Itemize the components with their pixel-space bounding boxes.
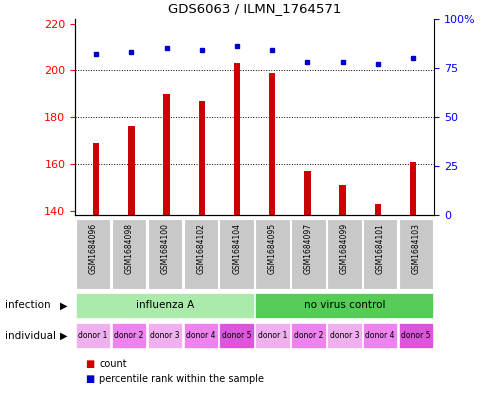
Text: influenza A: influenza A bbox=[136, 300, 194, 310]
Text: percentile rank within the sample: percentile rank within the sample bbox=[99, 374, 264, 384]
Text: GSM1684098: GSM1684098 bbox=[124, 223, 133, 274]
Text: ■: ■ bbox=[85, 374, 94, 384]
Bar bbox=[362, 219, 397, 288]
Bar bbox=[183, 219, 218, 288]
Text: ■: ■ bbox=[85, 358, 94, 369]
Text: donor 3: donor 3 bbox=[329, 331, 358, 340]
Text: ▶: ▶ bbox=[60, 300, 68, 310]
Text: donor 5: donor 5 bbox=[401, 331, 430, 340]
Bar bbox=[303, 171, 310, 215]
Bar bbox=[183, 323, 218, 348]
Text: count: count bbox=[99, 358, 127, 369]
Bar bbox=[147, 219, 182, 288]
Bar bbox=[163, 94, 169, 215]
Text: GSM1684100: GSM1684100 bbox=[160, 223, 169, 274]
Text: ▶: ▶ bbox=[60, 331, 68, 341]
Text: GSM1684095: GSM1684095 bbox=[268, 223, 276, 274]
Bar bbox=[76, 293, 254, 318]
Bar bbox=[269, 73, 275, 215]
Text: GSM1684099: GSM1684099 bbox=[339, 223, 348, 274]
Bar bbox=[339, 185, 345, 215]
Text: donor 1: donor 1 bbox=[257, 331, 287, 340]
Text: GSM1684104: GSM1684104 bbox=[232, 223, 241, 274]
Bar bbox=[147, 323, 182, 348]
Bar bbox=[290, 323, 325, 348]
Bar bbox=[255, 323, 289, 348]
Bar bbox=[326, 323, 361, 348]
Text: no virus control: no virus control bbox=[303, 300, 384, 310]
Bar bbox=[374, 204, 380, 215]
Bar bbox=[111, 219, 146, 288]
Bar bbox=[128, 127, 135, 215]
Bar bbox=[255, 293, 433, 318]
Text: GSM1684102: GSM1684102 bbox=[196, 223, 205, 274]
Text: donor 2: donor 2 bbox=[114, 331, 143, 340]
Bar bbox=[76, 323, 110, 348]
Text: GSM1684101: GSM1684101 bbox=[375, 223, 384, 274]
Text: donor 3: donor 3 bbox=[150, 331, 179, 340]
Text: donor 4: donor 4 bbox=[186, 331, 215, 340]
Bar bbox=[362, 323, 397, 348]
Bar bbox=[398, 323, 433, 348]
Bar bbox=[409, 162, 415, 215]
Bar bbox=[398, 219, 433, 288]
Bar bbox=[111, 323, 146, 348]
Bar bbox=[76, 219, 110, 288]
Bar bbox=[233, 63, 240, 215]
Text: donor 4: donor 4 bbox=[365, 331, 394, 340]
Bar bbox=[219, 219, 254, 288]
Text: GSM1684103: GSM1684103 bbox=[411, 223, 420, 274]
Text: infection: infection bbox=[5, 300, 50, 310]
Text: individual: individual bbox=[5, 331, 56, 341]
Bar bbox=[219, 323, 254, 348]
Text: donor 5: donor 5 bbox=[222, 331, 251, 340]
Text: GSM1684096: GSM1684096 bbox=[89, 223, 97, 274]
Text: GSM1684097: GSM1684097 bbox=[303, 223, 312, 274]
Text: donor 2: donor 2 bbox=[293, 331, 322, 340]
Bar bbox=[198, 101, 205, 215]
Title: GDS6063 / ILMN_1764571: GDS6063 / ILMN_1764571 bbox=[167, 2, 341, 15]
Bar bbox=[93, 143, 99, 215]
Bar bbox=[255, 219, 289, 288]
Bar bbox=[326, 219, 361, 288]
Bar bbox=[290, 219, 325, 288]
Text: donor 1: donor 1 bbox=[78, 331, 107, 340]
